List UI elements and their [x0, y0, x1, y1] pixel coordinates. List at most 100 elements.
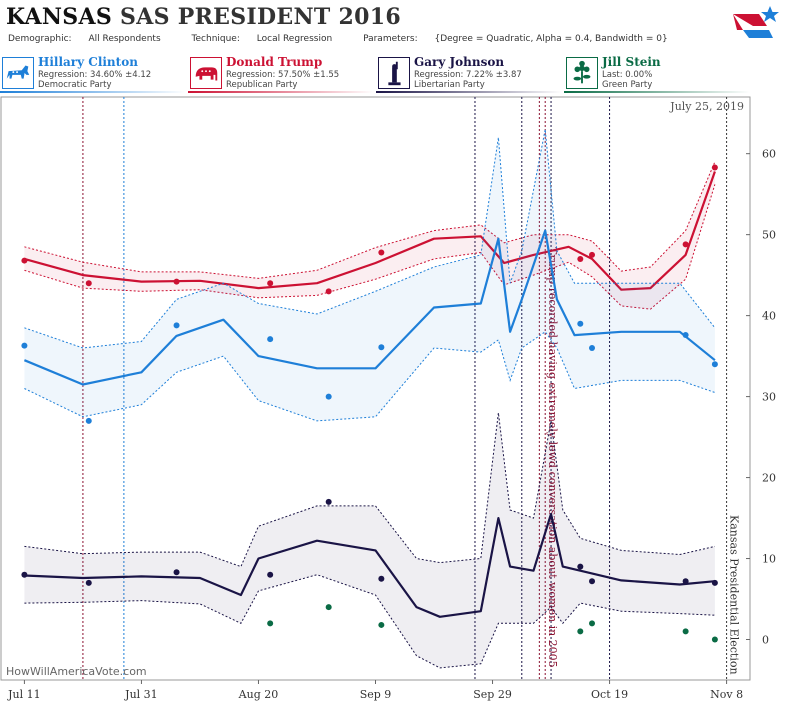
- poll-point: [325, 604, 332, 611]
- poll-point: [577, 563, 584, 570]
- x-tick-label: Aug 20: [238, 688, 279, 701]
- y-tick-label: 30: [762, 391, 776, 404]
- upper-bound-line: [24, 412, 716, 568]
- poll-point: [173, 322, 180, 329]
- candidate-party: Green Party: [602, 80, 653, 90]
- candidate-legend: Hillary Clinton Regression: 34.60% ±4.12…: [0, 55, 789, 93]
- poll-point: [589, 251, 596, 258]
- y-tick-label: 20: [762, 472, 776, 485]
- candidate-name: Gary Johnson: [414, 55, 505, 69]
- poll-point: [577, 628, 584, 635]
- x-tick-label: Sep 9: [360, 688, 392, 701]
- poll-point: [325, 498, 332, 505]
- poll-point: [85, 579, 92, 586]
- poll-point: [378, 621, 385, 628]
- upper-bound-line: [24, 129, 716, 349]
- poll-point: [682, 578, 689, 585]
- poll-point: [378, 344, 385, 351]
- watermark-text: HowWillAmericaVote.com: [6, 665, 147, 678]
- lower-bound-line: [24, 574, 715, 669]
- y-tick-label: 60: [762, 148, 776, 161]
- poll-point: [577, 320, 584, 327]
- poll-point: [325, 288, 332, 295]
- confidence-band: [24, 161, 715, 310]
- elephant-icon: [190, 57, 222, 89]
- candidate-name: Jill Stein: [602, 55, 661, 69]
- poll-point: [682, 332, 689, 339]
- candidate-underline: [188, 91, 374, 93]
- poll-point: [267, 280, 274, 287]
- statue-of-liberty-icon: [378, 57, 410, 89]
- trend-line: [24, 171, 716, 291]
- candidate-underline: [564, 91, 750, 93]
- candidate-name: Donald Trump: [226, 55, 323, 69]
- trend-line: [23, 229, 716, 386]
- x-tick-label: Jul 31: [124, 688, 158, 701]
- y-tick-label: 40: [762, 310, 776, 323]
- poll-point: [21, 342, 28, 349]
- site-logo-icon: [733, 6, 779, 38]
- poll-point: [589, 345, 596, 352]
- date-label: July 25, 2019: [669, 100, 744, 113]
- x-tick-label: Oct 19: [591, 688, 628, 701]
- demographic-value: All Respondents: [88, 34, 161, 44]
- page-title: KANSAS SAS PRESIDENT 2016: [6, 4, 401, 30]
- flower-icon: [566, 57, 598, 89]
- y-tick-label: 0: [762, 634, 769, 647]
- confidence-band: [24, 412, 715, 668]
- x-tick-label: Jul 11: [7, 688, 41, 701]
- parameters-line: Demographic: All Respondents Technique: …: [8, 34, 696, 44]
- poll-point: [711, 164, 718, 171]
- poll-point: [173, 569, 180, 576]
- candidate-name: Hillary Clinton: [38, 55, 138, 69]
- candidate-regression: Regression: 7.22% ±3.87: [414, 70, 522, 80]
- candidate-stein[interactable]: Jill Stein Last: 0.00% Green Party: [564, 55, 750, 93]
- poll-point: [589, 578, 596, 585]
- series-jill-stein: [267, 604, 718, 643]
- candidate-clinton[interactable]: Hillary Clinton Regression: 34.60% ±4.12…: [0, 55, 186, 93]
- demographic-label: Demographic:: [8, 34, 72, 44]
- candidate-underline: [376, 91, 562, 93]
- poll-point: [85, 417, 92, 424]
- annotation-text: Kansas Presidential Election: [728, 515, 741, 675]
- x-tick-label: Nov 8: [710, 688, 743, 701]
- candidate-regression: Last: 0.00%: [602, 70, 653, 80]
- poll-point: [711, 579, 718, 586]
- y-tick-label: 50: [762, 229, 776, 242]
- poll-point: [682, 628, 689, 635]
- poll-point: [711, 636, 718, 643]
- candidate-johnson[interactable]: Gary Johnson Regression: 7.22% ±3.87 Lib…: [376, 55, 562, 93]
- poll-point: [267, 571, 274, 578]
- poll-point: [378, 249, 385, 256]
- candidate-party: Libertarian Party: [414, 80, 485, 90]
- poll-point: [378, 575, 385, 582]
- trend-line: [24, 512, 716, 618]
- confidence-band: [24, 129, 715, 421]
- poll-point: [682, 241, 689, 248]
- candidate-party: Republican Party: [226, 80, 298, 90]
- poll-point: [173, 278, 180, 285]
- poll-point: [577, 255, 584, 262]
- lower-bound-line: [24, 331, 716, 422]
- series-gary-johnson: [21, 412, 718, 669]
- poll-point: [21, 571, 28, 578]
- poll-point: [589, 620, 596, 627]
- title-rest: SAS PRESIDENT 2016: [120, 4, 401, 30]
- candidate-party: Democratic Party: [38, 80, 112, 90]
- poll-point: [711, 361, 718, 368]
- candidate-underline: [0, 91, 186, 93]
- technique-label: Technique:: [191, 34, 240, 44]
- poll-point: [85, 280, 92, 287]
- x-tick-label: Sep 29: [473, 688, 512, 701]
- y-tick-label: 10: [762, 553, 776, 566]
- poll-point: [267, 620, 274, 627]
- series-hillary-clinton: [21, 129, 718, 424]
- poll-point: [21, 257, 28, 264]
- candidate-trump[interactable]: Donald Trump Regression: 57.50% ±1.55 Re…: [188, 55, 374, 93]
- candidate-regression: Regression: 34.60% ±4.12: [38, 70, 152, 80]
- annotation-text: Trump recorded having extremely lewd con…: [546, 247, 559, 668]
- donkey-icon: [2, 57, 34, 89]
- candidate-regression: Regression: 57.50% ±1.55: [226, 70, 340, 80]
- poll-point: [325, 393, 332, 400]
